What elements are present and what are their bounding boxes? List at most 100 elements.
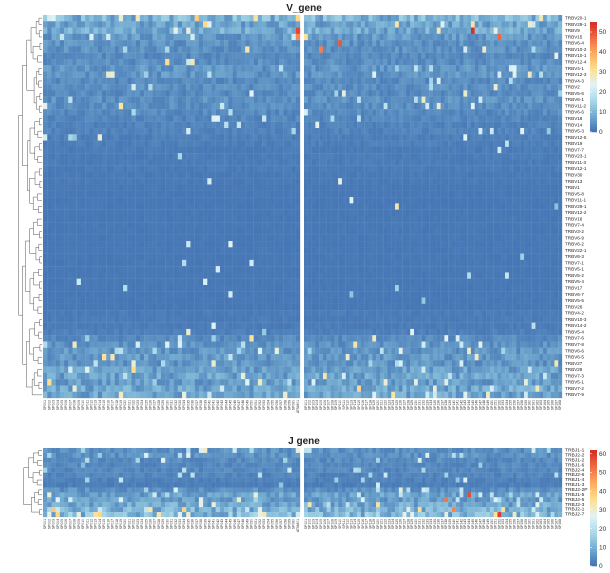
heatmap-cell: [224, 115, 229, 122]
heatmap-cell: [253, 90, 259, 97]
heatmap-cell: [455, 109, 460, 116]
heatmap-cell: [207, 40, 212, 47]
heatmap-cell: [451, 228, 456, 235]
heatmap-cell: [319, 102, 324, 110]
heatmap-cell: [287, 77, 292, 85]
heatmap-cell: [338, 146, 343, 154]
heatmap-cell: [489, 209, 494, 217]
heatmap-cell: [429, 121, 434, 129]
heatmap-cell: [387, 153, 392, 160]
heatmap-cell: [127, 65, 132, 72]
heatmap-cell: [387, 134, 392, 141]
heatmap-cell: [527, 140, 532, 147]
heatmap-cell: [414, 58, 418, 66]
heatmap-cell: [444, 228, 449, 235]
heatmap-cell: [387, 184, 392, 191]
heatmap-cell: [414, 21, 418, 28]
heatmap-cell: [224, 15, 229, 22]
heatmap-cell: [110, 52, 115, 60]
heatmap-cell: [215, 241, 221, 248]
heatmap-cell: [410, 46, 415, 53]
heatmap-cell: [80, 197, 86, 204]
heatmap-cell: [241, 40, 246, 47]
heatmap-cell: [429, 171, 434, 179]
heatmap-cell: [440, 102, 445, 110]
heatmap-cell: [527, 153, 532, 160]
heatmap-cell: [508, 40, 513, 47]
heatmap-cell: [497, 65, 502, 72]
heatmap-cell: [169, 102, 174, 110]
heatmap-cell: [531, 121, 536, 129]
heatmap-cell: [253, 178, 259, 185]
dendrogram-branch: [39, 281, 42, 289]
heatmap-cell: [414, 159, 418, 166]
heatmap-cell: [478, 222, 483, 229]
heatmap-cell: [266, 15, 271, 22]
heatmap-cell: [262, 128, 267, 135]
heatmap-cell: [368, 102, 373, 110]
heatmap-cell: [543, 203, 547, 210]
heatmap-cell: [493, 184, 498, 191]
heatmap-cell: [203, 203, 208, 210]
heatmap-cell: [198, 27, 204, 34]
heatmap-cell: [338, 190, 343, 198]
heatmap-cell: [190, 241, 195, 248]
heatmap-cell: [546, 159, 551, 166]
heatmap-cell: [436, 140, 441, 147]
heatmap-cell: [224, 184, 229, 191]
heatmap-cell: [97, 159, 103, 166]
heatmap-cell: [304, 46, 308, 53]
heatmap-cell: [501, 190, 506, 198]
heatmap-cell: [319, 84, 324, 91]
heatmap-cell: [311, 65, 316, 72]
heatmap-cell: [429, 146, 434, 154]
heatmap-cell: [278, 33, 284, 41]
heatmap-cell: [152, 46, 157, 53]
heatmap-cell: [520, 52, 525, 60]
heatmap-cell: [497, 146, 502, 154]
heatmap-cell: [425, 153, 430, 160]
heatmap-cell: [156, 40, 162, 47]
heatmap-cell: [232, 109, 237, 116]
heatmap-cell: [228, 178, 233, 185]
heatmap-cell: [241, 165, 246, 173]
heatmap-cell: [106, 184, 111, 191]
heatmap-cell: [448, 58, 453, 66]
heatmap-cell: [307, 209, 312, 217]
heatmap-cell: [364, 65, 369, 72]
heatmap-cell: [173, 90, 178, 97]
heatmap-cell: [139, 77, 145, 85]
heatmap-cell: [43, 165, 48, 173]
dendrogram-branch: [37, 193, 42, 201]
heatmap-cell: [101, 184, 107, 191]
heatmap-cell: [508, 96, 513, 104]
heatmap-cell: [224, 46, 229, 53]
heatmap-cell: [123, 27, 128, 34]
heatmap-cell: [307, 33, 312, 41]
heatmap-cell: [539, 222, 544, 229]
heatmap-cell: [402, 46, 407, 53]
heatmap-cell: [341, 159, 346, 166]
heatmap-cell: [436, 159, 441, 166]
heatmap-cell: [474, 90, 479, 97]
heatmap-cell: [524, 21, 528, 28]
heatmap-cell: [554, 146, 559, 154]
dendrogram-branch: [38, 68, 42, 75]
heatmap-cell: [410, 197, 415, 204]
heatmap-cell: [455, 203, 460, 210]
heatmap-cell: [241, 171, 246, 179]
heatmap-cell: [156, 234, 162, 242]
heatmap-cell: [436, 77, 441, 85]
heatmap-cell: [64, 96, 69, 104]
heatmap-cell: [182, 178, 187, 185]
heatmap-cell: [215, 46, 221, 53]
heatmap-cell: [262, 71, 267, 78]
heatmap-cell: [543, 96, 547, 104]
heatmap-cell: [531, 228, 536, 235]
heatmap-cell: [194, 115, 200, 122]
heatmap-cell: [334, 134, 339, 141]
heatmap-cell: [524, 134, 528, 141]
heatmap-cell: [558, 102, 563, 110]
heatmap-cell: [315, 90, 320, 97]
heatmap-cell: [211, 71, 216, 78]
